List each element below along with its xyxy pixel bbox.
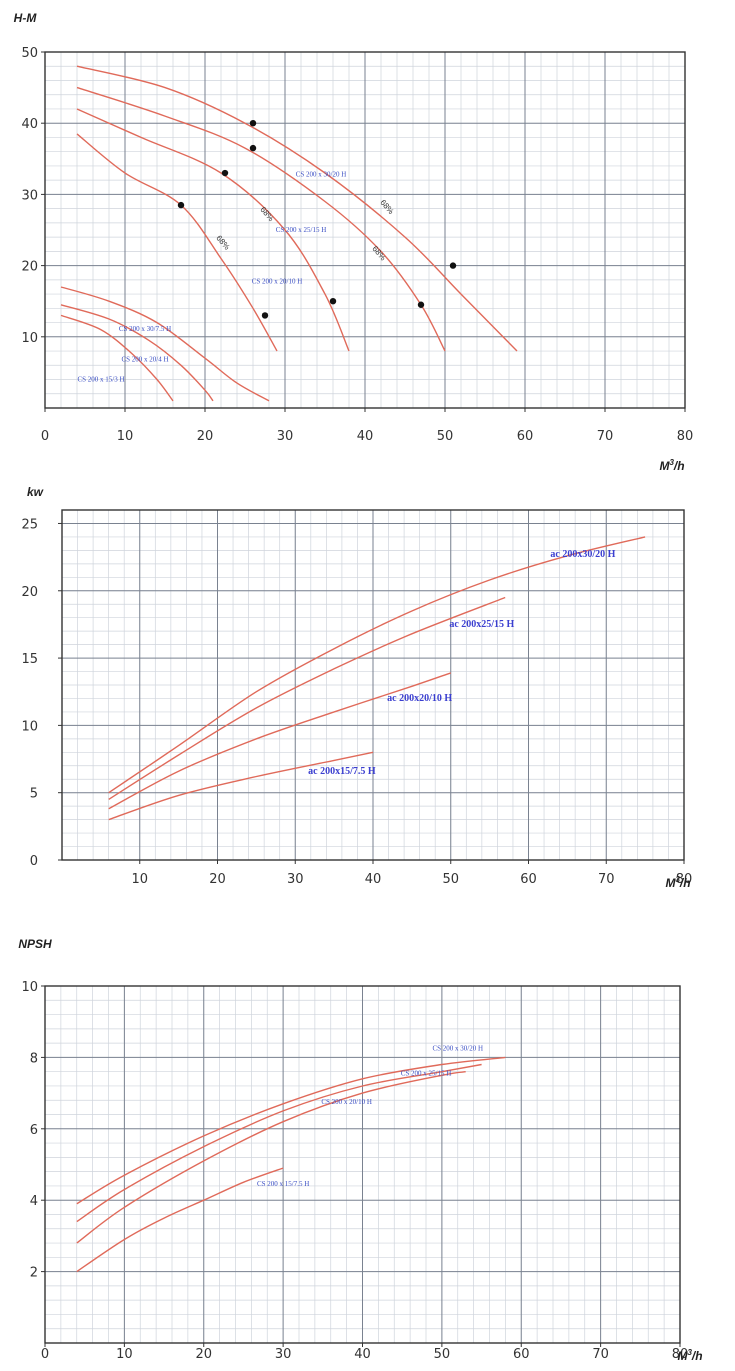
power-flow-chart: 0 5 10 15 20 25 10 20 30 40 50 60 70 80 kw M3/h ac 200x3…	[0, 480, 735, 920]
x-tick-label: 30	[275, 1347, 292, 1362]
operating-point	[417, 301, 425, 308]
x-axis-label-sup: 3	[687, 1348, 692, 1357]
x-tick-label: 10	[131, 872, 148, 887]
x-tick-label: 80	[676, 872, 693, 887]
series-label: ac 200x30/20 H	[550, 549, 615, 560]
series-label: CS 200 x 25/15 H	[401, 1069, 452, 1077]
operating-point	[329, 298, 337, 305]
x-tick-label: 80	[672, 1347, 689, 1362]
y-tick-label: 6	[30, 1123, 38, 1138]
y-tick-label: 4	[30, 1194, 38, 1209]
y-tick-label: 20	[21, 585, 38, 600]
y-tick-label: 15	[21, 652, 38, 667]
head-flow-chart: 10 20 30 40 50 0 10 20 30 40 50 60 70 80 H-M M3/h 68% 68%…	[0, 0, 735, 480]
operating-point	[449, 262, 457, 269]
y-tick-label: 2	[30, 1266, 38, 1281]
y-tick-label: 0	[30, 854, 38, 869]
x-tick-label: 70	[597, 429, 614, 444]
series-label: CS 200 x 30/20 H	[432, 1044, 483, 1052]
x-axis-label: M3/h	[659, 458, 684, 473]
series-label: CS 200 x 20/10 H	[321, 1098, 372, 1106]
x-axis-label-tail: /h	[673, 459, 685, 473]
y-tick-label: 50	[21, 46, 38, 61]
x-tick-label: 0	[41, 1347, 49, 1362]
x-axis-label-tail: /h	[679, 876, 691, 890]
operating-point	[249, 144, 257, 152]
x-axis-label-main: M	[659, 459, 670, 473]
series-label: ac 200x25/15 H	[449, 619, 514, 630]
series-line	[76, 65, 518, 352]
series-line	[108, 672, 452, 810]
y-tick-label: 40	[21, 117, 38, 132]
operating-point	[261, 312, 269, 319]
series-line	[108, 751, 374, 821]
series-line	[60, 314, 174, 402]
series-line	[108, 596, 506, 800]
series-line	[76, 108, 350, 352]
series-line	[76, 1167, 284, 1273]
y-tick-label: 10	[21, 719, 38, 734]
series-line	[76, 133, 278, 352]
y-tick-label: 10	[21, 980, 38, 995]
operating-point	[221, 169, 229, 177]
y-tick-label: 30	[21, 188, 38, 203]
series-label: ac 200x20/10 H	[387, 693, 452, 704]
x-tick-label: 20	[195, 1347, 212, 1362]
x-tick-label: 20	[197, 429, 214, 444]
x-axis-label-main: M	[665, 876, 676, 890]
operating-point	[249, 120, 257, 127]
x-tick-label: 40	[354, 1347, 371, 1362]
series-label: CS 200 x 20/4 H	[121, 356, 168, 364]
operating-point	[177, 201, 185, 209]
x-tick-label: 50	[442, 872, 459, 887]
y-axis-label: H-M	[14, 11, 38, 25]
x-tick-label: 80	[677, 429, 694, 444]
series-label: CS 200 x 15/7.5 H	[257, 1180, 309, 1188]
x-tick-label: 60	[513, 1347, 530, 1362]
x-tick-label: 70	[598, 872, 615, 887]
x-axis-label: M3/h	[665, 875, 690, 890]
y-tick-label: 10	[21, 331, 38, 346]
x-tick-label: 70	[592, 1347, 609, 1362]
x-tick-label: 30	[287, 872, 304, 887]
x-axis-label-sup: 3	[669, 458, 674, 467]
npsh-flow-chart: 2 4 6 8 10 0 10 20 30 40 50 60 70 80 NPSH M3/h CS 200 x …	[0, 930, 735, 1371]
x-tick-label: 30	[277, 429, 294, 444]
x-tick-label: 40	[357, 429, 374, 444]
x-tick-label: 50	[434, 1347, 451, 1362]
series-line	[76, 1071, 466, 1244]
x-tick-label: 40	[365, 872, 382, 887]
y-axis-label: NPSH	[18, 937, 52, 951]
x-axis-label: M3/h	[677, 1348, 702, 1363]
y-tick-label: 5	[30, 787, 38, 802]
y-tick-label: 20	[21, 260, 38, 275]
x-tick-label: 20	[209, 872, 226, 887]
series-line	[60, 304, 214, 402]
series-line	[76, 1056, 506, 1205]
series-label: CS 200 x 30/7.5 H	[119, 325, 171, 333]
npsh-flow-chart-svg: 2 4 6 8 10 0 10 20 30 40 50 60 70 80 NPSH M3/h CS 200 x …	[18, 937, 702, 1363]
series-line	[76, 1063, 482, 1223]
x-axis-label-main: M	[677, 1349, 688, 1363]
y-tick-label: 8	[30, 1051, 38, 1066]
x-tick-label: 50	[437, 429, 454, 444]
series-label: CS 200 x 25/15 H	[276, 226, 327, 234]
series-line	[108, 536, 646, 794]
y-tick-label: 25	[21, 517, 38, 532]
power-flow-chart-svg: 0 5 10 15 20 25 10 20 30 40 50 60 70 80 kw M3/h ac 200x3…	[21, 485, 693, 890]
series-label: CS 200 x 30/20 H	[296, 171, 347, 179]
x-tick-label: 60	[520, 872, 537, 887]
series-label: CS 200 x 15/3 H	[77, 376, 124, 384]
y-axis-label: kw	[27, 485, 44, 499]
x-axis-label-tail: /h	[691, 1349, 703, 1363]
series-line	[60, 286, 270, 402]
x-tick-label: 10	[116, 1347, 133, 1362]
x-tick-label: 60	[517, 429, 534, 444]
x-tick-label: 10	[117, 429, 134, 444]
series-label: CS 200 x 20/10 H	[252, 277, 303, 285]
x-axis-label-sup: 3	[675, 875, 680, 884]
series-label: ac 200x15/7.5 H	[308, 766, 376, 777]
x-tick-label: 0	[41, 429, 49, 444]
